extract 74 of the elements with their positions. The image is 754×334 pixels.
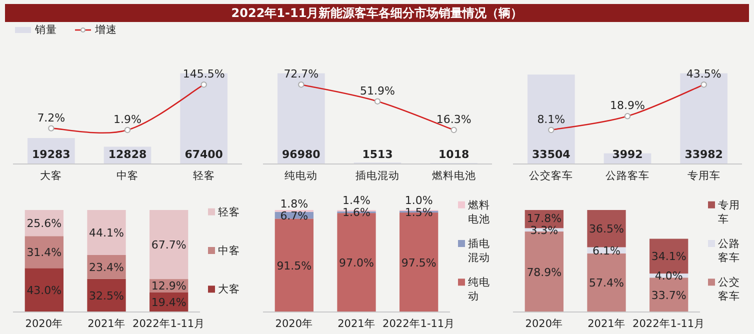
data-label: 25.6% — [26, 217, 62, 230]
x-tick-label: 中客 — [116, 169, 138, 182]
data-label: 33504 — [532, 148, 571, 161]
data-label: 12828 — [108, 148, 147, 161]
legend-label: 增速 — [94, 23, 117, 36]
data-label: 1.6% — [342, 206, 370, 220]
data-label: 43.5% — [686, 68, 722, 81]
data-label: 4.0% — [654, 270, 683, 283]
data-label: 3.3% — [530, 224, 558, 237]
x-tick-label: 公路客车 — [606, 169, 650, 182]
legend-label: 中客 — [218, 244, 240, 257]
data-label: 33982 — [684, 148, 723, 161]
data-label: 97.0% — [339, 256, 374, 270]
x-tick-label: 公交客车 — [529, 169, 574, 182]
x-tick-label: 2020年 — [275, 318, 314, 330]
x-tick-label: 2022年1-11月 — [132, 318, 206, 330]
data-label: 1018 — [438, 148, 470, 161]
data-label: 6.7% — [280, 209, 308, 222]
data-label: 17.8% — [526, 212, 562, 225]
x-tick-label: 插电混动 — [356, 169, 400, 182]
data-label: 1.8% — [280, 197, 308, 210]
legend-label: 销量 — [34, 24, 57, 36]
x-tick-label: 轻客 — [192, 169, 215, 182]
data-label: 12.9% — [151, 280, 186, 293]
legend-label: 大客 — [218, 282, 240, 296]
data-label: 33.7% — [651, 288, 686, 302]
data-label: 34.1% — [651, 250, 686, 264]
x-tick-label: 2021年 — [88, 318, 126, 330]
data-label: 23.4% — [89, 260, 124, 274]
data-label: 78.9% — [526, 266, 562, 279]
data-label: 8.1% — [537, 112, 566, 126]
x-tick-label: 2021年 — [338, 318, 376, 330]
data-label: 3992 — [612, 148, 643, 161]
x-tick-label: 专用车 — [687, 169, 720, 182]
data-label: 97.5% — [401, 256, 436, 270]
data-label: 1513 — [362, 148, 393, 161]
x-tick-label: 纯电动 — [284, 169, 318, 182]
data-label: 51.9% — [360, 84, 395, 98]
data-label: 16.3% — [436, 112, 472, 126]
legend-label: 专用车 — [718, 198, 740, 226]
x-tick-label: 大客 — [40, 169, 62, 182]
data-label: 1.4% — [342, 194, 370, 208]
data-label: 6.1% — [592, 244, 620, 258]
x-tick-label: 2020年 — [25, 318, 64, 330]
x-tick-label: 2022年1-11月 — [632, 318, 706, 330]
data-label: 91.5% — [276, 259, 312, 272]
data-label: 145.5% — [182, 68, 225, 81]
legend-label: 插电混动 — [468, 237, 490, 264]
data-label: 19.4% — [151, 296, 186, 310]
data-label: 1.5% — [404, 206, 433, 219]
data-label: 67.7% — [151, 238, 186, 252]
data-label: 31.4% — [26, 246, 62, 260]
data-label: 43.0% — [26, 284, 62, 298]
data-label: 44.1% — [89, 226, 124, 240]
x-tick-label: 2020年 — [525, 318, 564, 330]
data-label: 1.9% — [114, 112, 142, 126]
data-label: 19283 — [32, 148, 70, 161]
x-tick-label: 2021年 — [588, 318, 626, 330]
legend-label: 公路客车 — [718, 238, 740, 264]
legend-label: 燃料电池 — [468, 198, 490, 226]
legend-label: 公交客车 — [718, 276, 740, 303]
x-tick-label: 燃料电池 — [432, 169, 476, 182]
data-label: 72.7% — [284, 68, 319, 81]
legend-label: 轻客 — [218, 205, 240, 218]
data-label: 96980 — [282, 148, 321, 161]
x-tick-label: 2022年1-11月 — [382, 318, 456, 330]
data-label: 57.4% — [589, 276, 624, 290]
data-label: 7.2% — [37, 111, 66, 124]
data-label: 1.0% — [404, 194, 433, 207]
data-label: 36.5% — [589, 222, 624, 236]
data-label: 32.5% — [89, 289, 124, 302]
data-label: 18.9% — [610, 99, 645, 112]
data-label: 67400 — [184, 148, 224, 161]
legend-label: 纯电动 — [468, 276, 490, 303]
